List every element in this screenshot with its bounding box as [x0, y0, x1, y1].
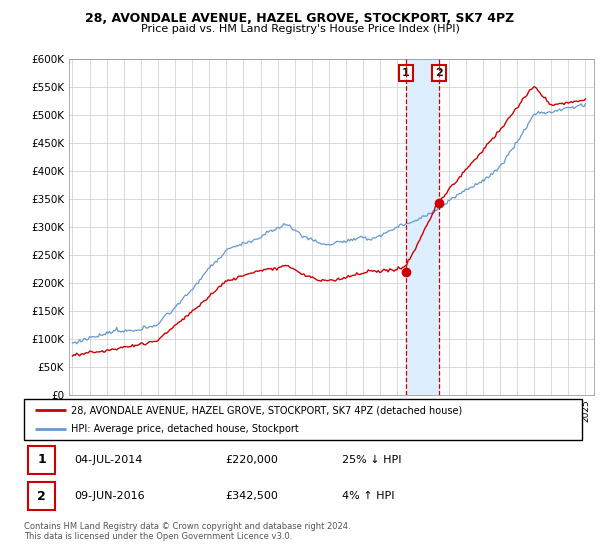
Text: £342,500: £342,500 — [225, 491, 278, 501]
Text: 2: 2 — [435, 68, 443, 78]
Text: 1: 1 — [37, 454, 46, 466]
Bar — [406, 59, 439, 395]
Text: 09-JUN-2016: 09-JUN-2016 — [74, 491, 145, 501]
Text: HPI: Average price, detached house, Stockport: HPI: Average price, detached house, Stoc… — [71, 424, 299, 433]
Text: 04-JUL-2014: 04-JUL-2014 — [74, 455, 143, 465]
Text: 28, AVONDALE AVENUE, HAZEL GROVE, STOCKPORT, SK7 4PZ (detached house): 28, AVONDALE AVENUE, HAZEL GROVE, STOCKP… — [71, 405, 463, 415]
Text: £220,000: £220,000 — [225, 455, 278, 465]
Text: 2: 2 — [37, 490, 46, 503]
Bar — [28, 482, 55, 510]
Text: 4% ↑ HPI: 4% ↑ HPI — [342, 491, 395, 501]
Text: Contains HM Land Registry data © Crown copyright and database right 2024.
This d: Contains HM Land Registry data © Crown c… — [24, 522, 350, 542]
Bar — [28, 446, 55, 474]
Text: 1: 1 — [402, 68, 410, 78]
Text: 25% ↓ HPI: 25% ↓ HPI — [342, 455, 401, 465]
Text: Price paid vs. HM Land Registry's House Price Index (HPI): Price paid vs. HM Land Registry's House … — [140, 24, 460, 34]
Text: 28, AVONDALE AVENUE, HAZEL GROVE, STOCKPORT, SK7 4PZ: 28, AVONDALE AVENUE, HAZEL GROVE, STOCKP… — [85, 12, 515, 25]
